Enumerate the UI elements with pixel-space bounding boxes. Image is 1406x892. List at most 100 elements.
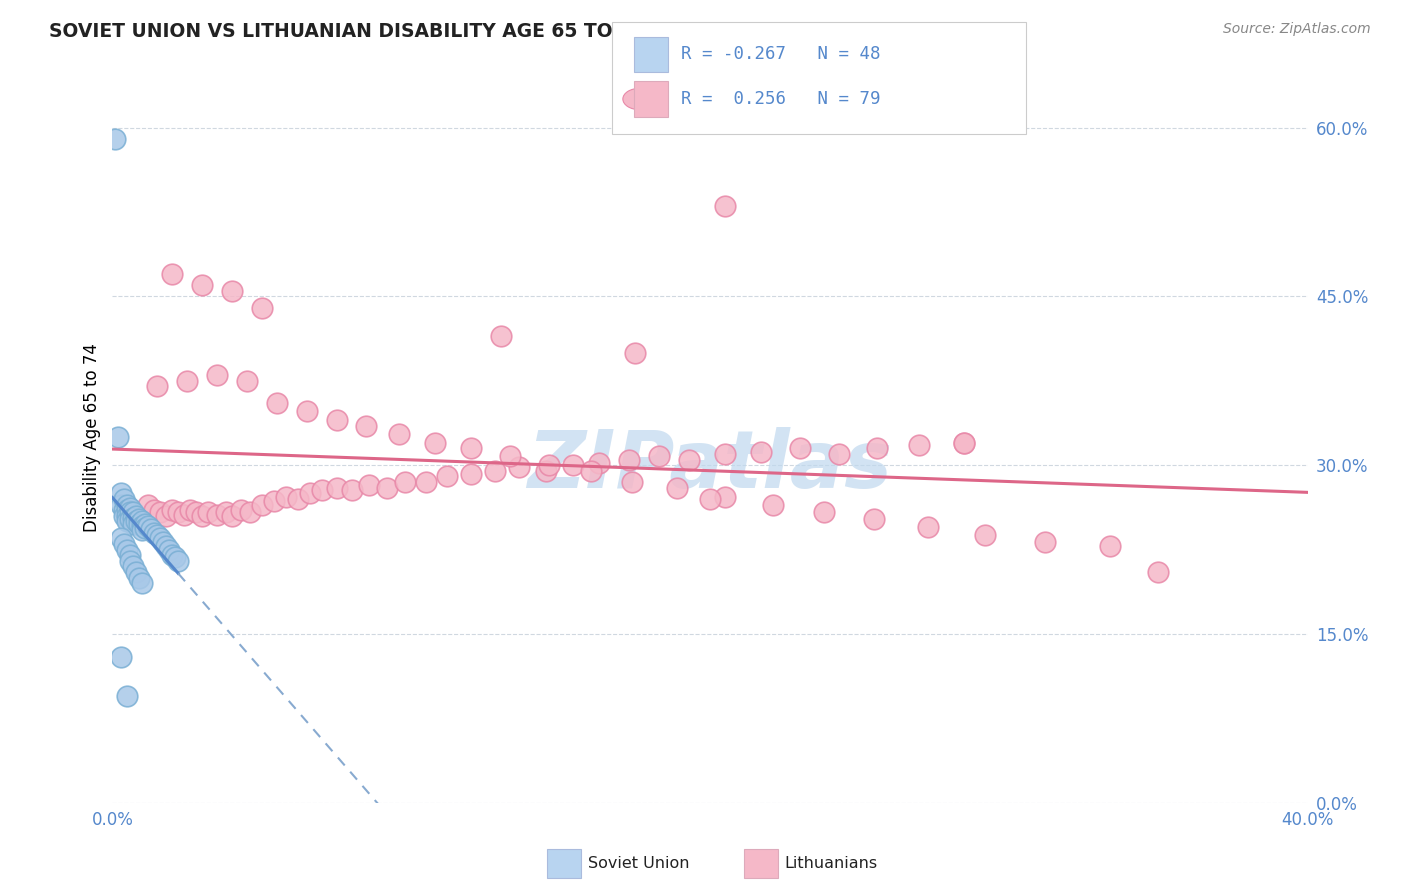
- Point: [205, 368, 228, 383]
- Point: [117, 515, 139, 529]
- Point: [866, 442, 889, 456]
- Point: [789, 442, 811, 456]
- Point: [143, 525, 166, 540]
- Point: [287, 491, 309, 506]
- Point: [122, 506, 145, 520]
- Point: [749, 444, 772, 458]
- Point: [146, 528, 169, 542]
- Point: [827, 447, 849, 461]
- Point: [266, 396, 288, 410]
- Point: [128, 571, 150, 585]
- Point: [125, 508, 148, 523]
- Point: [120, 512, 142, 526]
- Point: [149, 506, 172, 520]
- Text: R =  0.256   N = 79: R = 0.256 N = 79: [681, 90, 880, 108]
- Point: [110, 498, 132, 512]
- Point: [152, 534, 174, 549]
- Point: [484, 464, 506, 478]
- Point: [110, 486, 132, 500]
- Point: [125, 515, 148, 529]
- Text: Soviet Union: Soviet Union: [588, 856, 689, 871]
- Point: [173, 508, 195, 522]
- Point: [325, 481, 347, 495]
- Point: [917, 520, 939, 534]
- Point: [295, 404, 318, 418]
- Point: [176, 374, 198, 388]
- Point: [460, 467, 482, 482]
- Point: [699, 491, 721, 506]
- Point: [155, 539, 177, 553]
- Point: [143, 503, 166, 517]
- Point: [120, 500, 142, 515]
- Point: [179, 503, 201, 517]
- Point: [146, 379, 169, 393]
- Y-axis label: Disability Age 65 to 74: Disability Age 65 to 74: [83, 343, 101, 532]
- Point: [131, 519, 153, 533]
- Point: [162, 267, 183, 281]
- Text: R = -0.267   N = 48: R = -0.267 N = 48: [681, 45, 880, 63]
- Point: [197, 506, 219, 520]
- Point: [221, 508, 243, 523]
- Point: [117, 689, 139, 703]
- Point: [714, 447, 737, 461]
- Point: [110, 649, 132, 664]
- Point: [107, 430, 129, 444]
- Text: Source: ZipAtlas.com: Source: ZipAtlas.com: [1223, 22, 1371, 37]
- Point: [117, 542, 139, 557]
- Point: [415, 475, 437, 489]
- Point: [205, 508, 228, 522]
- Point: [714, 490, 737, 504]
- Point: [356, 418, 378, 433]
- Point: [131, 515, 153, 529]
- Point: [104, 132, 127, 146]
- Point: [377, 481, 399, 495]
- Point: [974, 528, 997, 542]
- Point: [537, 458, 560, 473]
- Point: [120, 506, 142, 520]
- Point: [508, 460, 530, 475]
- Point: [155, 508, 177, 523]
- Point: [117, 498, 139, 512]
- Point: [157, 542, 180, 557]
- Point: [1033, 534, 1056, 549]
- Point: [122, 559, 145, 574]
- Point: [619, 452, 641, 467]
- Point: [186, 506, 208, 520]
- Point: [165, 550, 187, 565]
- Point: [1147, 565, 1170, 579]
- Point: [813, 506, 835, 520]
- Text: ZIPatlas: ZIPatlas: [527, 427, 893, 506]
- Point: [236, 374, 259, 388]
- Point: [863, 512, 886, 526]
- Point: [678, 452, 700, 467]
- Point: [131, 576, 153, 591]
- Point: [131, 524, 153, 538]
- Point: [149, 532, 172, 546]
- Point: [908, 438, 931, 452]
- Point: [167, 554, 190, 568]
- Point: [274, 490, 297, 504]
- Point: [120, 548, 142, 562]
- Point: [953, 435, 976, 450]
- Point: [579, 464, 602, 478]
- Point: [221, 284, 243, 298]
- Point: [263, 494, 285, 508]
- Point: [110, 532, 132, 546]
- Point: [436, 469, 458, 483]
- Point: [534, 464, 557, 478]
- Point: [128, 512, 150, 526]
- Point: [561, 458, 583, 473]
- Point: [117, 503, 139, 517]
- Point: [134, 521, 156, 535]
- Point: [239, 506, 262, 520]
- Point: [325, 413, 347, 427]
- Point: [138, 519, 160, 533]
- Point: [120, 554, 142, 568]
- Point: [128, 516, 150, 531]
- Point: [499, 449, 522, 463]
- Point: [229, 503, 252, 517]
- Point: [298, 486, 321, 500]
- Point: [624, 345, 647, 359]
- Point: [114, 491, 135, 506]
- Point: [394, 475, 416, 489]
